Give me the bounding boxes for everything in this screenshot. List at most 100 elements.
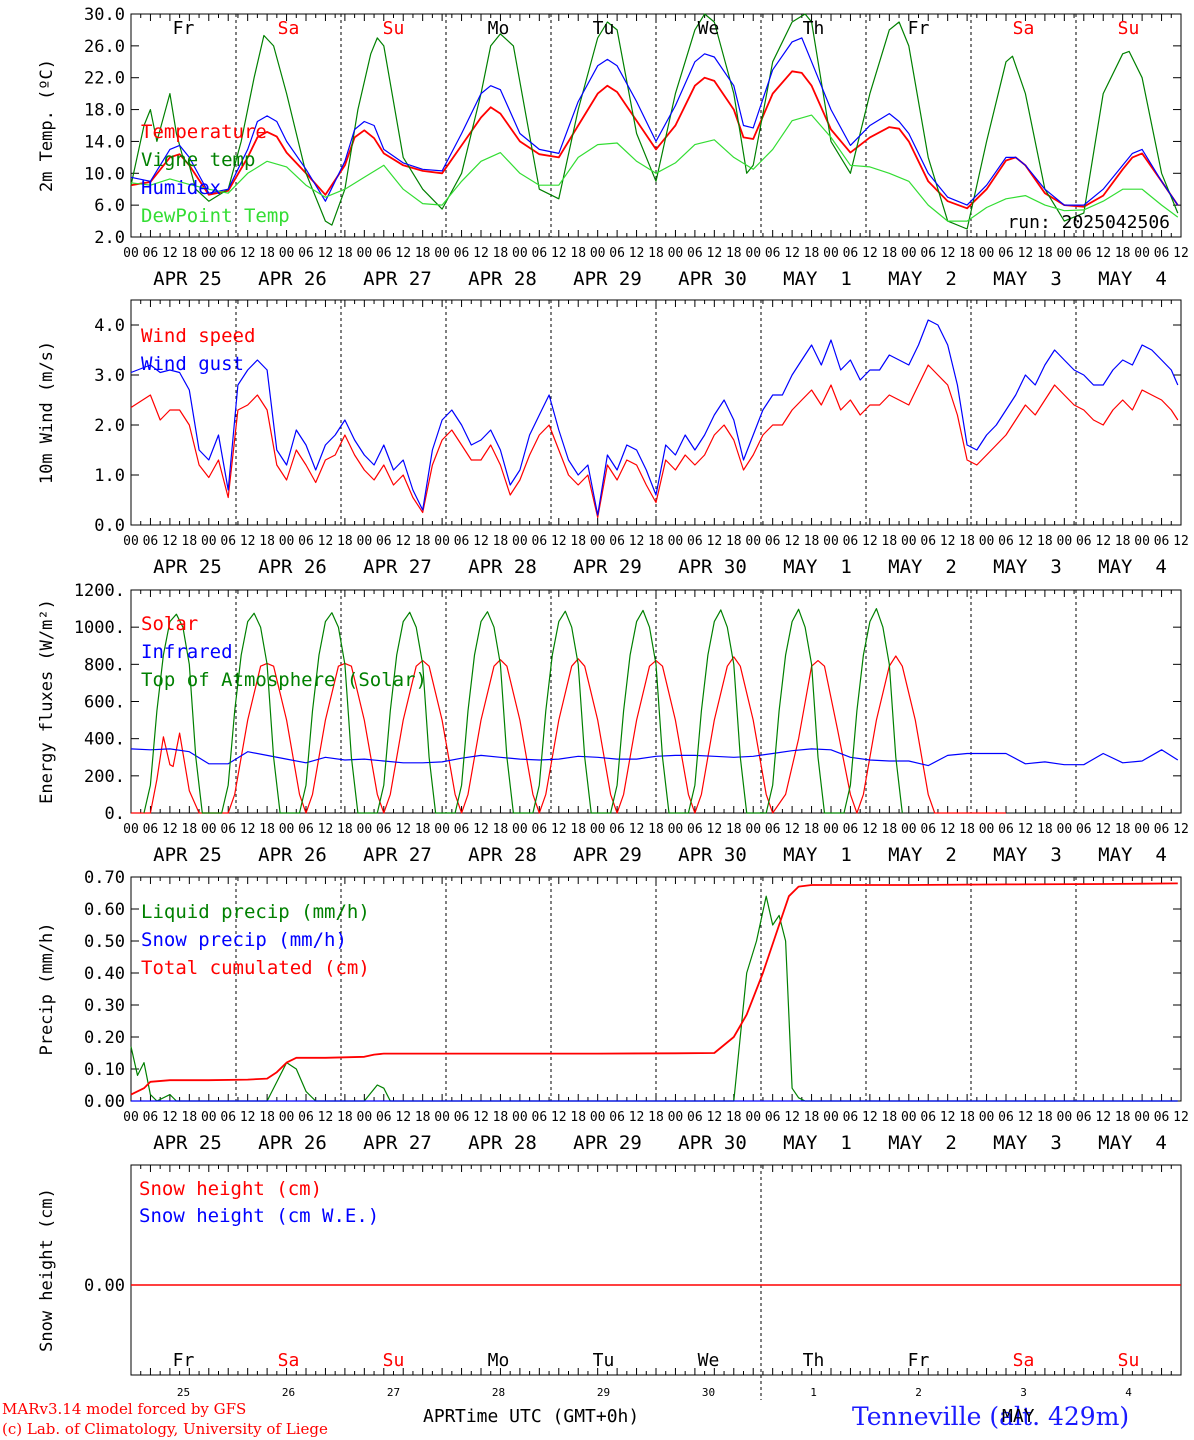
hour-tick-label: 00 [1057, 822, 1073, 837]
hour-tick-label: 06 [998, 534, 1014, 549]
series-line [130, 748, 1179, 767]
hour-tick-label: 06 [532, 822, 548, 837]
y-tick-label: 26.0 [84, 37, 125, 57]
hour-tick-label: 06 [920, 822, 936, 837]
hour-tick-label: 12 [240, 534, 256, 549]
hour-tick-label: 18 [726, 822, 742, 837]
hour-tick-label: 00 [279, 246, 295, 261]
series-line [130, 70, 1179, 210]
hour-tick-label: 18 [337, 1110, 353, 1125]
hour-tick-label: 00 [590, 822, 606, 837]
y-tick-label: 0.70 [84, 868, 125, 888]
hour-tick-label: 12 [162, 1110, 178, 1125]
date-label: MAY 1 [783, 844, 852, 866]
y-tick-label: 1200. [74, 581, 125, 601]
hour-tick-label: 06 [454, 822, 470, 837]
legend-entry: Snow height (cm) [139, 1178, 322, 1200]
plot-frame [130, 13, 1182, 238]
hour-tick-label: 06 [843, 1110, 859, 1125]
date-label: APR 30 [678, 1132, 747, 1154]
hour-tick-label: 06 [454, 1110, 470, 1125]
hour-tick-label: 06 [532, 246, 548, 261]
date-label: APR 26 [258, 556, 327, 578]
hour-tick-label: 00 [823, 246, 839, 261]
hour-tick-label: 12 [240, 246, 256, 261]
hour-tick-label: 18 [415, 1110, 431, 1125]
hour-tick-label: 00 [668, 822, 684, 837]
hour-tick-label: 18 [182, 1110, 198, 1125]
hour-tick-label: 12 [1095, 822, 1111, 837]
legend-entry: Snow height (cm W.E.) [139, 1205, 379, 1227]
hour-tick-label: 06 [998, 246, 1014, 261]
y-tick-label: 22.0 [84, 69, 125, 89]
date-label: MAY 2 [888, 556, 957, 578]
hour-tick-label: 00 [901, 822, 917, 837]
hour-tick-label: 00 [979, 246, 995, 261]
hour-tick-label: 18 [570, 246, 586, 261]
hour-tick-label: 12 [940, 822, 956, 837]
legend-entry: Snow precip (mm/h) [141, 929, 347, 951]
lab-credit: (c) Lab. of Climatology, University of L… [2, 1420, 328, 1438]
date-label: APR 28 [468, 268, 537, 290]
hour-tick-label: 06 [220, 822, 236, 837]
day-number-label: 2 [915, 1386, 922, 1399]
hour-tick-label: 12 [318, 1110, 334, 1125]
day-number-label: 29 [597, 1386, 610, 1399]
hour-tick-label: 18 [182, 534, 198, 549]
date-label: APR 25 [153, 556, 222, 578]
hour-tick-label: 18 [1037, 246, 1053, 261]
hour-tick-label: 12 [395, 822, 411, 837]
hour-tick-label: 06 [1076, 246, 1092, 261]
hour-tick-label: 00 [1134, 246, 1150, 261]
hour-tick-label: 00 [434, 246, 450, 261]
hour-tick-label: 12 [784, 822, 800, 837]
hour-tick-label: 12 [940, 246, 956, 261]
date-label: APR 29 [573, 844, 642, 866]
hour-tick-label: 00 [823, 1110, 839, 1125]
hour-tick-label: 18 [648, 822, 664, 837]
date-label: APR 27 [363, 1132, 432, 1154]
legend-entry: Solar [141, 613, 198, 635]
hour-tick-label: 06 [454, 246, 470, 261]
hour-tick-label: 12 [162, 534, 178, 549]
hour-tick-label: 18 [804, 534, 820, 549]
date-label: MAY 3 [993, 1132, 1062, 1154]
hour-tick-label: 06 [843, 822, 859, 837]
y-tick-label: 0.40 [84, 964, 125, 984]
hour-tick-label: 12 [318, 822, 334, 837]
hour-tick-label: 12 [707, 246, 723, 261]
hour-tick-label: 00 [590, 246, 606, 261]
date-label: APR 26 [258, 1132, 327, 1154]
hour-tick-label: 18 [1037, 1110, 1053, 1125]
hour-tick-label: 00 [668, 246, 684, 261]
hour-tick-label: 00 [201, 534, 217, 549]
hour-tick-label: 06 [532, 1110, 548, 1125]
hour-tick-label: 06 [220, 1110, 236, 1125]
date-label: MAY 3 [993, 556, 1062, 578]
hour-tick-label: 00 [1134, 534, 1150, 549]
hour-tick-label: 12 [862, 822, 878, 837]
legend-entry: Top of Atmosphere (Solar) [141, 669, 427, 691]
hour-tick-label: 06 [998, 822, 1014, 837]
hour-tick-label: 06 [1154, 1110, 1170, 1125]
weekday-label: Mo [488, 1350, 510, 1371]
hour-tick-label: 00 [201, 246, 217, 261]
plot-frame [130, 589, 1182, 814]
hour-tick-label: 12 [1018, 822, 1034, 837]
hour-tick-label: 12 [1173, 246, 1189, 261]
legend-entry: Humidex [141, 177, 221, 199]
hour-tick-label: 06 [220, 246, 236, 261]
hour-tick-label: 18 [259, 246, 275, 261]
hour-tick-label: 18 [959, 246, 975, 261]
weekday-label: Sa [278, 1350, 300, 1371]
date-label: MAY 4 [1098, 268, 1167, 290]
hour-tick-label: 00 [512, 246, 528, 261]
y-tick-label: 0.00 [84, 1092, 125, 1112]
hour-tick-label: 00 [979, 822, 995, 837]
y-tick-label: 0. [105, 804, 125, 824]
hour-tick-label: 12 [473, 822, 489, 837]
hour-tick-label: 18 [570, 1110, 586, 1125]
hour-tick-label: 18 [259, 534, 275, 549]
hour-tick-label: 12 [629, 822, 645, 837]
hour-tick-label: 12 [784, 534, 800, 549]
